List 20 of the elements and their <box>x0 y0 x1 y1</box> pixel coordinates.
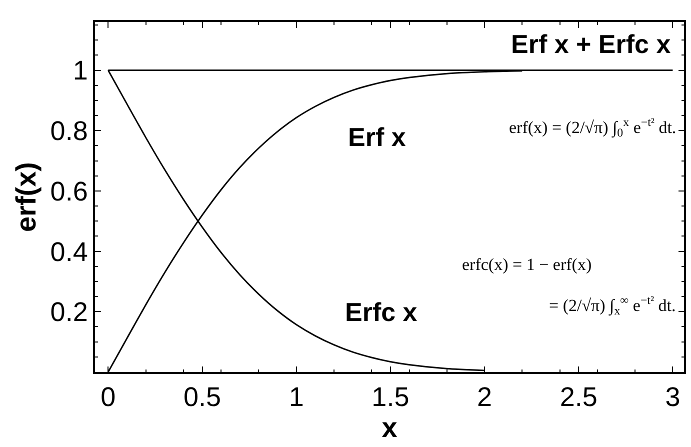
x-axis-title: x <box>382 412 398 444</box>
y-tick-label: 0.8 <box>50 116 88 146</box>
x-tick-label: 2.5 <box>560 382 598 412</box>
x-tick-label: 2 <box>477 382 492 412</box>
y-tick-label: 0.2 <box>50 297 88 328</box>
annotation: = (2/√π) ∫$_{x}$$^{∞}$ e$^{−t²}$ dt. <box>549 293 676 318</box>
annotation: erfc(x) = 1 − erf(x) <box>462 255 592 274</box>
x-tick-label: 1.5 <box>372 382 410 412</box>
series-label: Erfc x <box>345 297 418 327</box>
y-axis-title: erf(x) <box>10 162 42 232</box>
series-label: Erf x <box>348 122 406 152</box>
annotation: erf(x) = (2/√π) ∫$_{0}$$^{x}$ e$^{−t²}$ dt. <box>509 115 676 140</box>
x-tick-label: 0 <box>100 382 116 412</box>
y-tick-label: 1 <box>72 56 88 86</box>
y-tick-label: 0.4 <box>50 236 88 267</box>
x-tick-label: 3 <box>665 382 680 412</box>
y-tick-label: 0.6 <box>50 176 88 206</box>
legend-label: Erf x + Erfc x <box>511 29 672 59</box>
x-tick-label: 0.5 <box>183 382 222 412</box>
x-tick-label: 1 <box>288 382 304 412</box>
